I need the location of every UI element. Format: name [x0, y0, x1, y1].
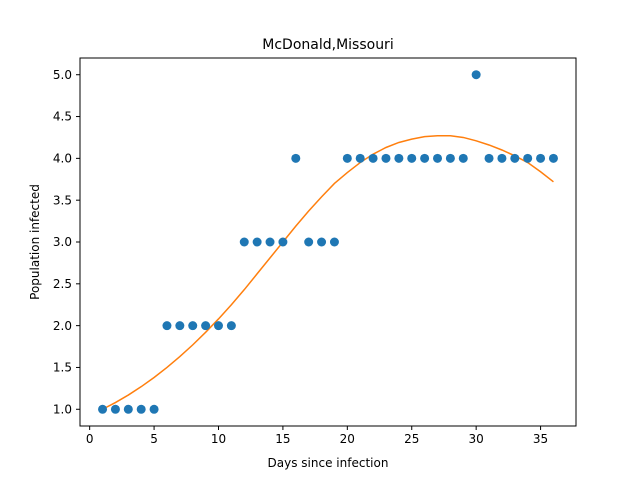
y-tick-label: 2.0 [53, 319, 72, 333]
y-axis: 1.0 1.5 2.0 2.5 3.0 3.5 4.0 4.5 5.0 [53, 68, 80, 416]
x-axis-label: Days since infection [268, 456, 389, 470]
data-point [136, 404, 146, 414]
data-point [510, 153, 520, 163]
data-point [98, 404, 108, 414]
x-tick-label: 15 [275, 432, 290, 446]
y-tick-label: 4.5 [53, 110, 72, 124]
x-tick-label: 35 [533, 432, 548, 446]
data-point [445, 153, 455, 163]
data-point [497, 153, 507, 163]
x-tick-label: 30 [469, 432, 484, 446]
data-point [394, 153, 404, 163]
data-point [265, 237, 275, 247]
data-point [355, 153, 365, 163]
data-point [407, 153, 417, 163]
data-point [175, 321, 185, 331]
data-point [548, 153, 558, 163]
y-tick-label: 3.5 [53, 193, 72, 207]
data-point [291, 153, 301, 163]
data-point [278, 237, 288, 247]
chart-title: McDonald,Missouri [262, 37, 393, 53]
data-point [484, 153, 494, 163]
x-tick-label: 5 [150, 432, 158, 446]
x-tick-label: 25 [404, 432, 419, 446]
data-point [123, 404, 133, 414]
data-point [252, 237, 262, 247]
y-tick-label: 2.5 [53, 277, 72, 291]
x-tick-label: 0 [86, 432, 94, 446]
plot-layer [98, 70, 558, 414]
fit-line [102, 135, 554, 410]
y-tick-label: 1.5 [53, 361, 72, 375]
data-point [162, 321, 172, 331]
data-point [471, 70, 481, 80]
data-point [523, 153, 533, 163]
data-point [213, 321, 223, 331]
data-point [342, 153, 352, 163]
data-point [381, 153, 391, 163]
x-tick-label: 10 [211, 432, 226, 446]
y-tick-label: 4.0 [53, 152, 72, 166]
data-point [458, 153, 468, 163]
data-point [304, 237, 314, 247]
data-point [329, 237, 339, 247]
y-tick-label: 1.0 [53, 402, 72, 416]
data-point [226, 321, 236, 331]
y-tick-label: 3.0 [53, 235, 72, 249]
data-point [536, 153, 546, 163]
x-tick-label: 20 [340, 432, 355, 446]
data-point [201, 321, 211, 331]
data-point [368, 153, 378, 163]
data-point [149, 404, 159, 414]
data-point [433, 153, 443, 163]
x-axis: 0 5 10 15 20 25 30 35 [86, 426, 548, 446]
data-point [188, 321, 198, 331]
data-point [420, 153, 430, 163]
data-point [239, 237, 249, 247]
data-point [317, 237, 327, 247]
y-axis-label: Population infected [28, 184, 42, 300]
y-tick-label: 5.0 [53, 68, 72, 82]
data-point [110, 404, 120, 414]
